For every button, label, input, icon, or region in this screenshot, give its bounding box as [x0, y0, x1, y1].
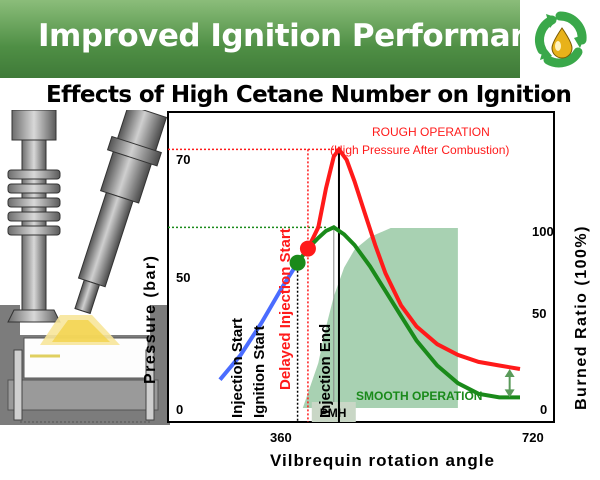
title-banner: Improved Ignition Performance — [0, 0, 571, 78]
pmh-box — [311, 402, 356, 422]
y-tick-0: 0 — [176, 402, 183, 417]
rough-operation-title: ROUGH OPERATION — [372, 125, 490, 139]
x-axis-label: Vilbrequin rotation angle — [270, 451, 495, 470]
ignition-start-label: Ignition Start — [251, 326, 268, 419]
smooth-operation-line — [295, 225, 520, 400]
rough-operation-line — [306, 146, 521, 371]
x-tick-360: 360 — [270, 430, 292, 445]
injection-end-label: Injection End — [317, 324, 334, 418]
injection-start-point — [289, 254, 306, 271]
recycle-fuel-drop-logo-icon — [535, 11, 587, 68]
y-axis-label: Pressure (bar) — [142, 255, 159, 385]
diesel-engine-cylinder-injector-icon — [0, 110, 170, 425]
y2-tick-100: 100 — [532, 224, 554, 239]
rough-operation-subtitle: (High Pressure After Combustion) — [330, 143, 509, 157]
logo — [522, 0, 600, 78]
burned-ratio-area — [302, 228, 458, 408]
y-tick-50: 50 — [176, 270, 190, 285]
delayed-injection-point — [299, 240, 316, 257]
injection-start-label: Injection Start — [229, 318, 246, 418]
delayed-injection-start-label: Delayed Injection Start — [277, 228, 294, 390]
x-tick-720: 720 — [522, 430, 544, 445]
chart-subtitle: Effects of High Cetane Number on Ignitio… — [46, 82, 572, 108]
y2-tick-0: 0 — [540, 402, 547, 417]
pressure-difference-arrow — [504, 369, 515, 398]
y2-tick-50: 50 — [532, 306, 546, 321]
injection-curve-line — [218, 261, 300, 381]
y2-axis-label: Burned Ratio (100%) — [573, 225, 590, 410]
smooth-operation-label: SMOOTH OPERATION — [356, 389, 482, 403]
page-title: Improved Ignition Performance — [38, 18, 571, 54]
y-tick-70: 70 — [176, 152, 190, 167]
